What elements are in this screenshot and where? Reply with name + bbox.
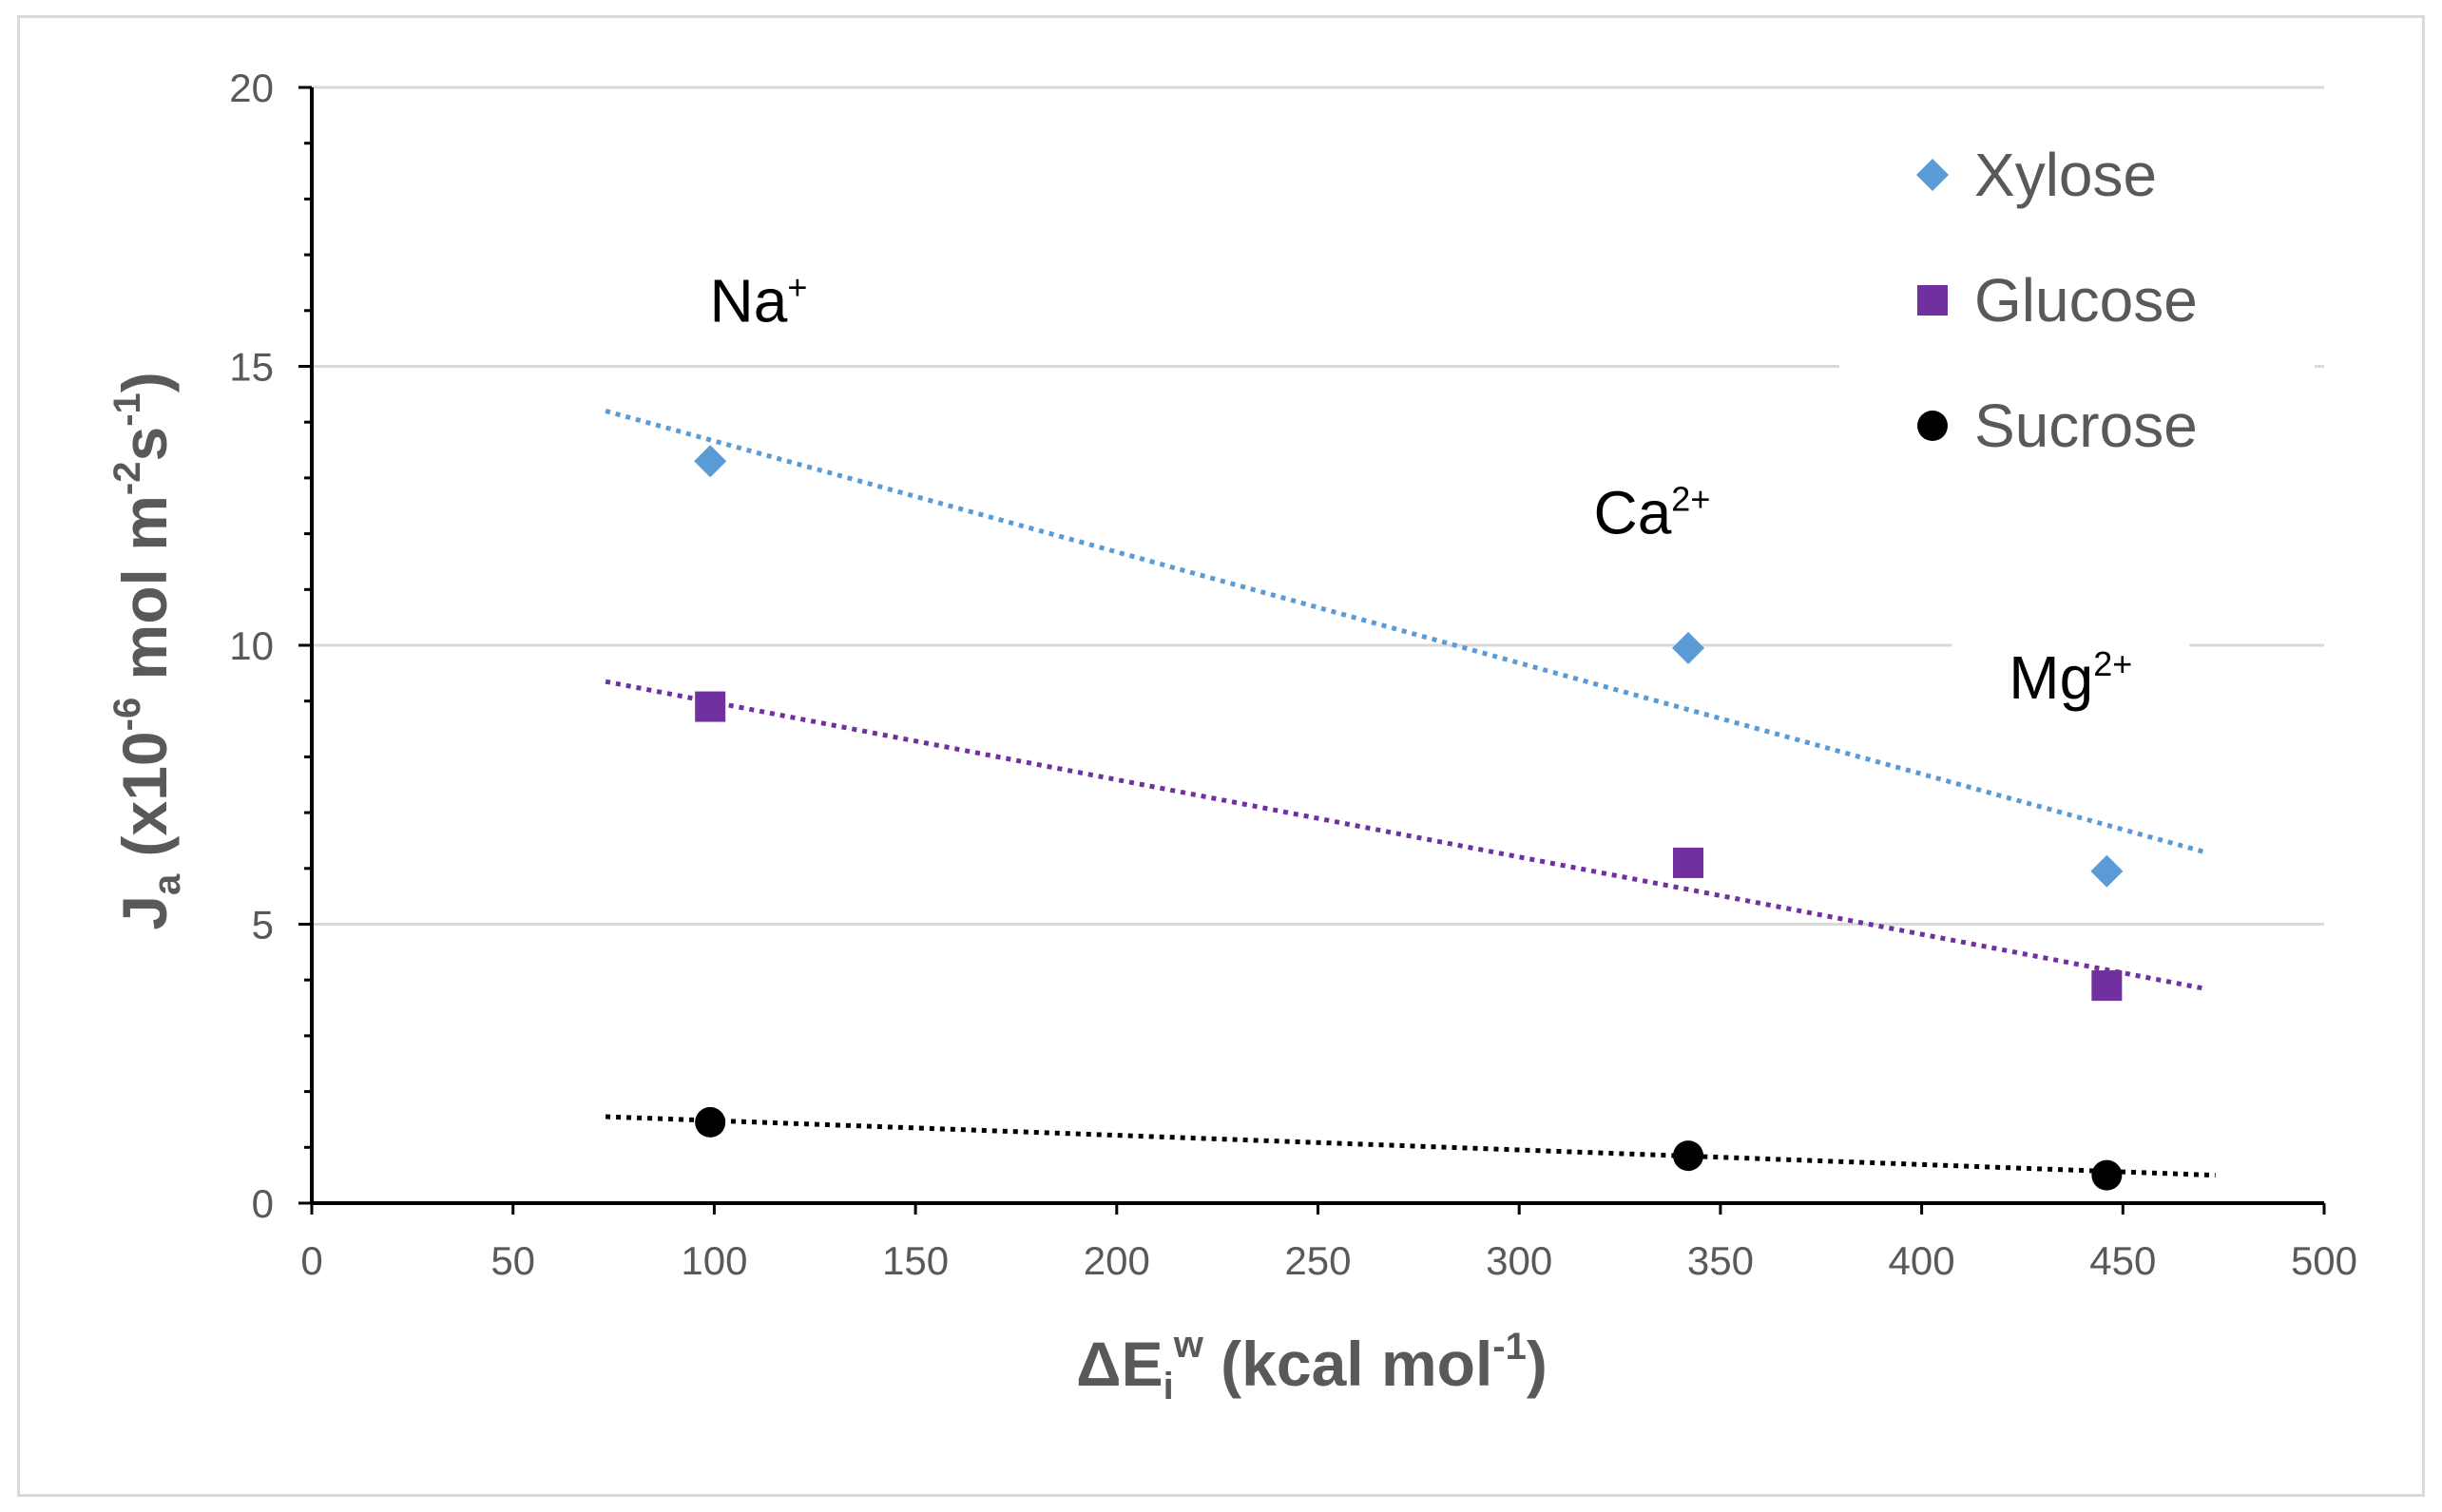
x-tick-label-250: 250 (1284, 1238, 1351, 1283)
point-glucose (2091, 970, 2123, 1002)
point-xylose (1672, 631, 1705, 664)
y-tick-label-10: 10 (229, 623, 274, 668)
point-glucose (1673, 847, 1704, 878)
point-sucrose (695, 1106, 726, 1138)
annotation-na: Na+ (639, 255, 877, 351)
annotation-ca: Ca2+ (1532, 467, 1771, 563)
x-tick-label-50: 50 (490, 1238, 535, 1283)
x-axis-title: ΔEiw (kcal mol-1) (1076, 1324, 1548, 1407)
x-tick-label-450: 450 (2089, 1238, 2156, 1283)
annotation-bg (1952, 631, 2190, 727)
trendline-xylose (605, 409, 2204, 854)
data-points (694, 445, 2124, 1191)
legend-item-xylose: Xylose (1916, 141, 2157, 209)
y-tick-label-0: 0 (252, 1181, 274, 1226)
trendlines (605, 409, 2216, 1178)
x-tick-label-150: 150 (882, 1238, 949, 1283)
ion-annotations: Na+ Ca2+ Mg2+ (639, 255, 2190, 727)
annotation-label: Mg2+ (2009, 643, 2132, 712)
axes (298, 86, 2326, 1215)
annotation-label: Ca2+ (1593, 479, 1710, 547)
legend-marker-glucose (1917, 285, 1948, 316)
legend-item-glucose: Glucose (1917, 266, 2198, 335)
y-axis-title: Ja (x10-6 mol m-2s-1) (106, 372, 188, 930)
legend: Xylose Glucose Sucrose (1839, 114, 2315, 460)
x-tick-label-350: 350 (1687, 1238, 1754, 1283)
x-tick-label-200: 200 (1084, 1238, 1150, 1283)
point-xylose (694, 445, 727, 478)
legend-label-sucrose: Sucrose (1974, 392, 2198, 460)
legend-label-glucose: Glucose (1974, 266, 2198, 335)
annotation-label: Na+ (710, 267, 808, 335)
point-sucrose (1673, 1140, 1704, 1172)
trendline-sucrose (605, 1114, 2216, 1178)
point-glucose (695, 691, 726, 722)
annotation-mg: Mg2+ (1952, 631, 2190, 727)
legend-item-sucrose: Sucrose (1917, 392, 2198, 460)
point-sucrose (2091, 1159, 2123, 1191)
x-tick-label-400: 400 (1889, 1238, 1955, 1283)
x-tick-label-100: 100 (681, 1238, 747, 1283)
annotation-bg (639, 255, 877, 351)
y-tick-label-15: 15 (229, 345, 274, 390)
legend-marker-sucrose (1917, 411, 1948, 441)
point-xylose (2090, 854, 2124, 888)
annotation-bg (1532, 467, 1771, 563)
x-tick-label-300: 300 (1486, 1238, 1552, 1283)
y-tick-label-5: 5 (252, 903, 274, 947)
legend-marker-xylose (1916, 159, 1949, 191)
trendline-glucose (605, 679, 2204, 991)
y-tick-label-20: 20 (229, 66, 274, 110)
x-tick-label-500: 500 (2291, 1238, 2357, 1283)
x-tick-label-0: 0 (300, 1238, 322, 1283)
legend-label-xylose: Xylose (1974, 141, 2157, 209)
